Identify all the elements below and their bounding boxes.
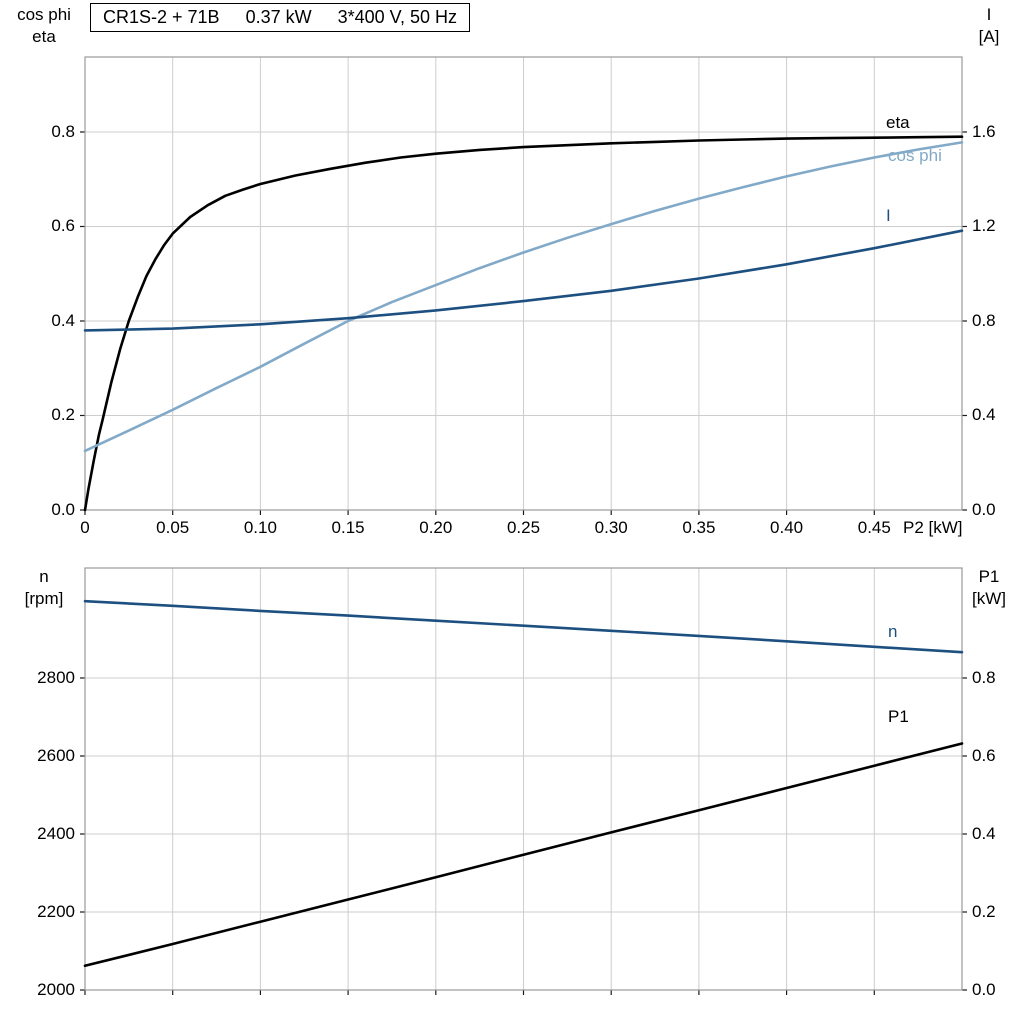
- curve-label-p1: P1: [888, 707, 909, 726]
- curve-eta: [83, 135, 964, 512]
- y-tick-label-left: 0.6: [51, 216, 75, 236]
- axis-title-p1-unit: [kW]: [972, 589, 1006, 608]
- y-tick-label-right: 0.8: [972, 310, 996, 330]
- y-tick-label-right: 0.4: [972, 823, 996, 843]
- x-tick-label: 0.30: [594, 518, 628, 537]
- y-tick-label-right: 0.4: [972, 405, 996, 425]
- pump-supply: 3*400 V, 50 Hz: [337, 7, 458, 27]
- bottom-left-axis-title: n [rpm]: [6, 566, 82, 610]
- axis-title-speed-unit: [rpm]: [24, 589, 64, 608]
- y-tick-label-right: 0.2: [972, 901, 996, 921]
- axis-title-eta: eta: [32, 27, 56, 46]
- curve-label-current: I: [886, 206, 891, 225]
- x-tick-label: 0: [80, 518, 90, 537]
- chart-title-box: CR1S-2 + 71B 0.37 kW 3*400 V, 50 Hz: [90, 3, 471, 32]
- top-left-axis-title: cos phi eta: [6, 4, 82, 48]
- curve-label-cos-phi: cos phi: [888, 146, 942, 165]
- curve-n: [83, 599, 964, 654]
- curve-i: [83, 229, 964, 332]
- y-tick-label-right: 1.6: [972, 121, 996, 141]
- curve-p1: [83, 742, 964, 968]
- axis-title-speed: n: [39, 567, 49, 586]
- y-tick-label-left: 0.4: [51, 310, 75, 330]
- axis-title-p1: P1: [978, 567, 1000, 586]
- x-tick-label: 0.10: [243, 518, 277, 537]
- y-tick-label-right: 0.0: [972, 500, 996, 519]
- top-right-axis-title: I [A]: [960, 4, 1018, 48]
- pump-power: 0.37 kW: [245, 7, 312, 27]
- y-tick-label-left: 0.8: [51, 121, 75, 141]
- axis-title-current: I: [986, 5, 992, 24]
- curve-label-speed: n: [888, 622, 898, 641]
- y-tick-label-left: 2400: [37, 823, 75, 843]
- pump-model: CR1S-2 + 71B: [103, 7, 220, 27]
- y-tick-label-left: 2800: [37, 667, 75, 687]
- axis-title-current-unit: [A]: [978, 27, 1000, 46]
- x-tick-label: 0.45: [857, 518, 891, 537]
- axis-title-cos-phi: cos phi: [17, 5, 71, 24]
- y-tick-label-left: 0.0: [51, 500, 75, 519]
- y-tick-label-left: 2600: [37, 745, 75, 765]
- x-tick-label: 0.25: [506, 518, 541, 537]
- y-tick-label-right: 1.2: [972, 216, 996, 236]
- y-tick-label-right: 0.6: [972, 745, 996, 765]
- y-tick-label-left: 0.2: [51, 405, 75, 425]
- bottom-right-axis-title: P1 [kW]: [960, 566, 1018, 610]
- x-tick-label: 0.20: [419, 518, 453, 537]
- y-tick-label-right: 0.0: [972, 980, 996, 999]
- x-tick-label: 0.15: [331, 518, 365, 537]
- curve-label-eta: eta: [886, 113, 910, 132]
- x-tick-label: 0.35: [682, 518, 716, 537]
- y-tick-label-left: 2000: [37, 980, 75, 999]
- y-tick-label-left: 2200: [37, 901, 75, 921]
- x-tick-label: 0.05: [156, 518, 190, 537]
- curve-cos-phi: [83, 141, 964, 453]
- x-tick-label: 0.40: [770, 518, 804, 537]
- y-tick-label-right: 0.8: [972, 667, 996, 687]
- x-axis-title: P2 [kW]: [903, 518, 963, 537]
